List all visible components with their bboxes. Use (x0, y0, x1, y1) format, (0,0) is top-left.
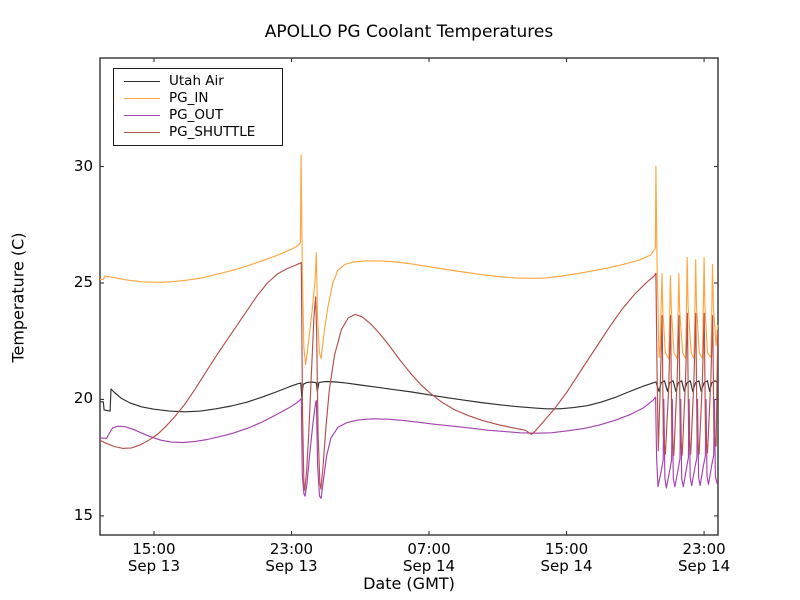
y-tick-label: 25 (73, 272, 93, 291)
legend-item-utah-air: Utah Air (114, 73, 282, 90)
pg-shuttle-line-swatch (124, 132, 160, 133)
legend: Utah Air PG_IN PG_OUT PG_SHUTTLE (113, 68, 283, 146)
y-tick-label: 30 (73, 156, 93, 175)
pg-in-line-swatch (124, 98, 160, 99)
series-line-utah-air (100, 380, 719, 413)
x-tick-label: 07:00 Sep 14 (402, 540, 456, 575)
chart-title: APOLLO PG Coolant Temperatures (264, 22, 554, 42)
x-tick-label: 23:00 Sep 13 (265, 540, 318, 575)
legend-label: PG_OUT (169, 107, 224, 123)
y-tick-label: 15 (73, 505, 93, 524)
series-line-pg-in (100, 154, 719, 366)
plot-frame (99, 57, 719, 536)
x-tick-label: 23:00 Sep 14 (677, 540, 731, 575)
pg-out-line-swatch (124, 115, 160, 116)
utah-air-line-swatch (124, 81, 160, 82)
series-line-pg-out (99, 396, 719, 499)
legend-label: PG_SHUTTLE (169, 124, 256, 140)
x-axis-label: Date (GMT) (363, 574, 455, 593)
legend-item-pg-in: PG_IN (114, 90, 282, 107)
x-tick-label: 15:00 Sep 14 (540, 540, 593, 575)
legend-label: Utah Air (169, 73, 224, 89)
legend-label: PG_IN (169, 90, 209, 106)
y-tick-label: 20 (73, 389, 93, 408)
series-line-pg-shuttle (99, 261, 719, 491)
legend-item-pg-out: PG_OUT (114, 107, 282, 124)
x-tick-label: 15:00 Sep 13 (127, 540, 181, 575)
legend-item-pg-shuttle: PG_SHUTTLE (114, 124, 282, 141)
